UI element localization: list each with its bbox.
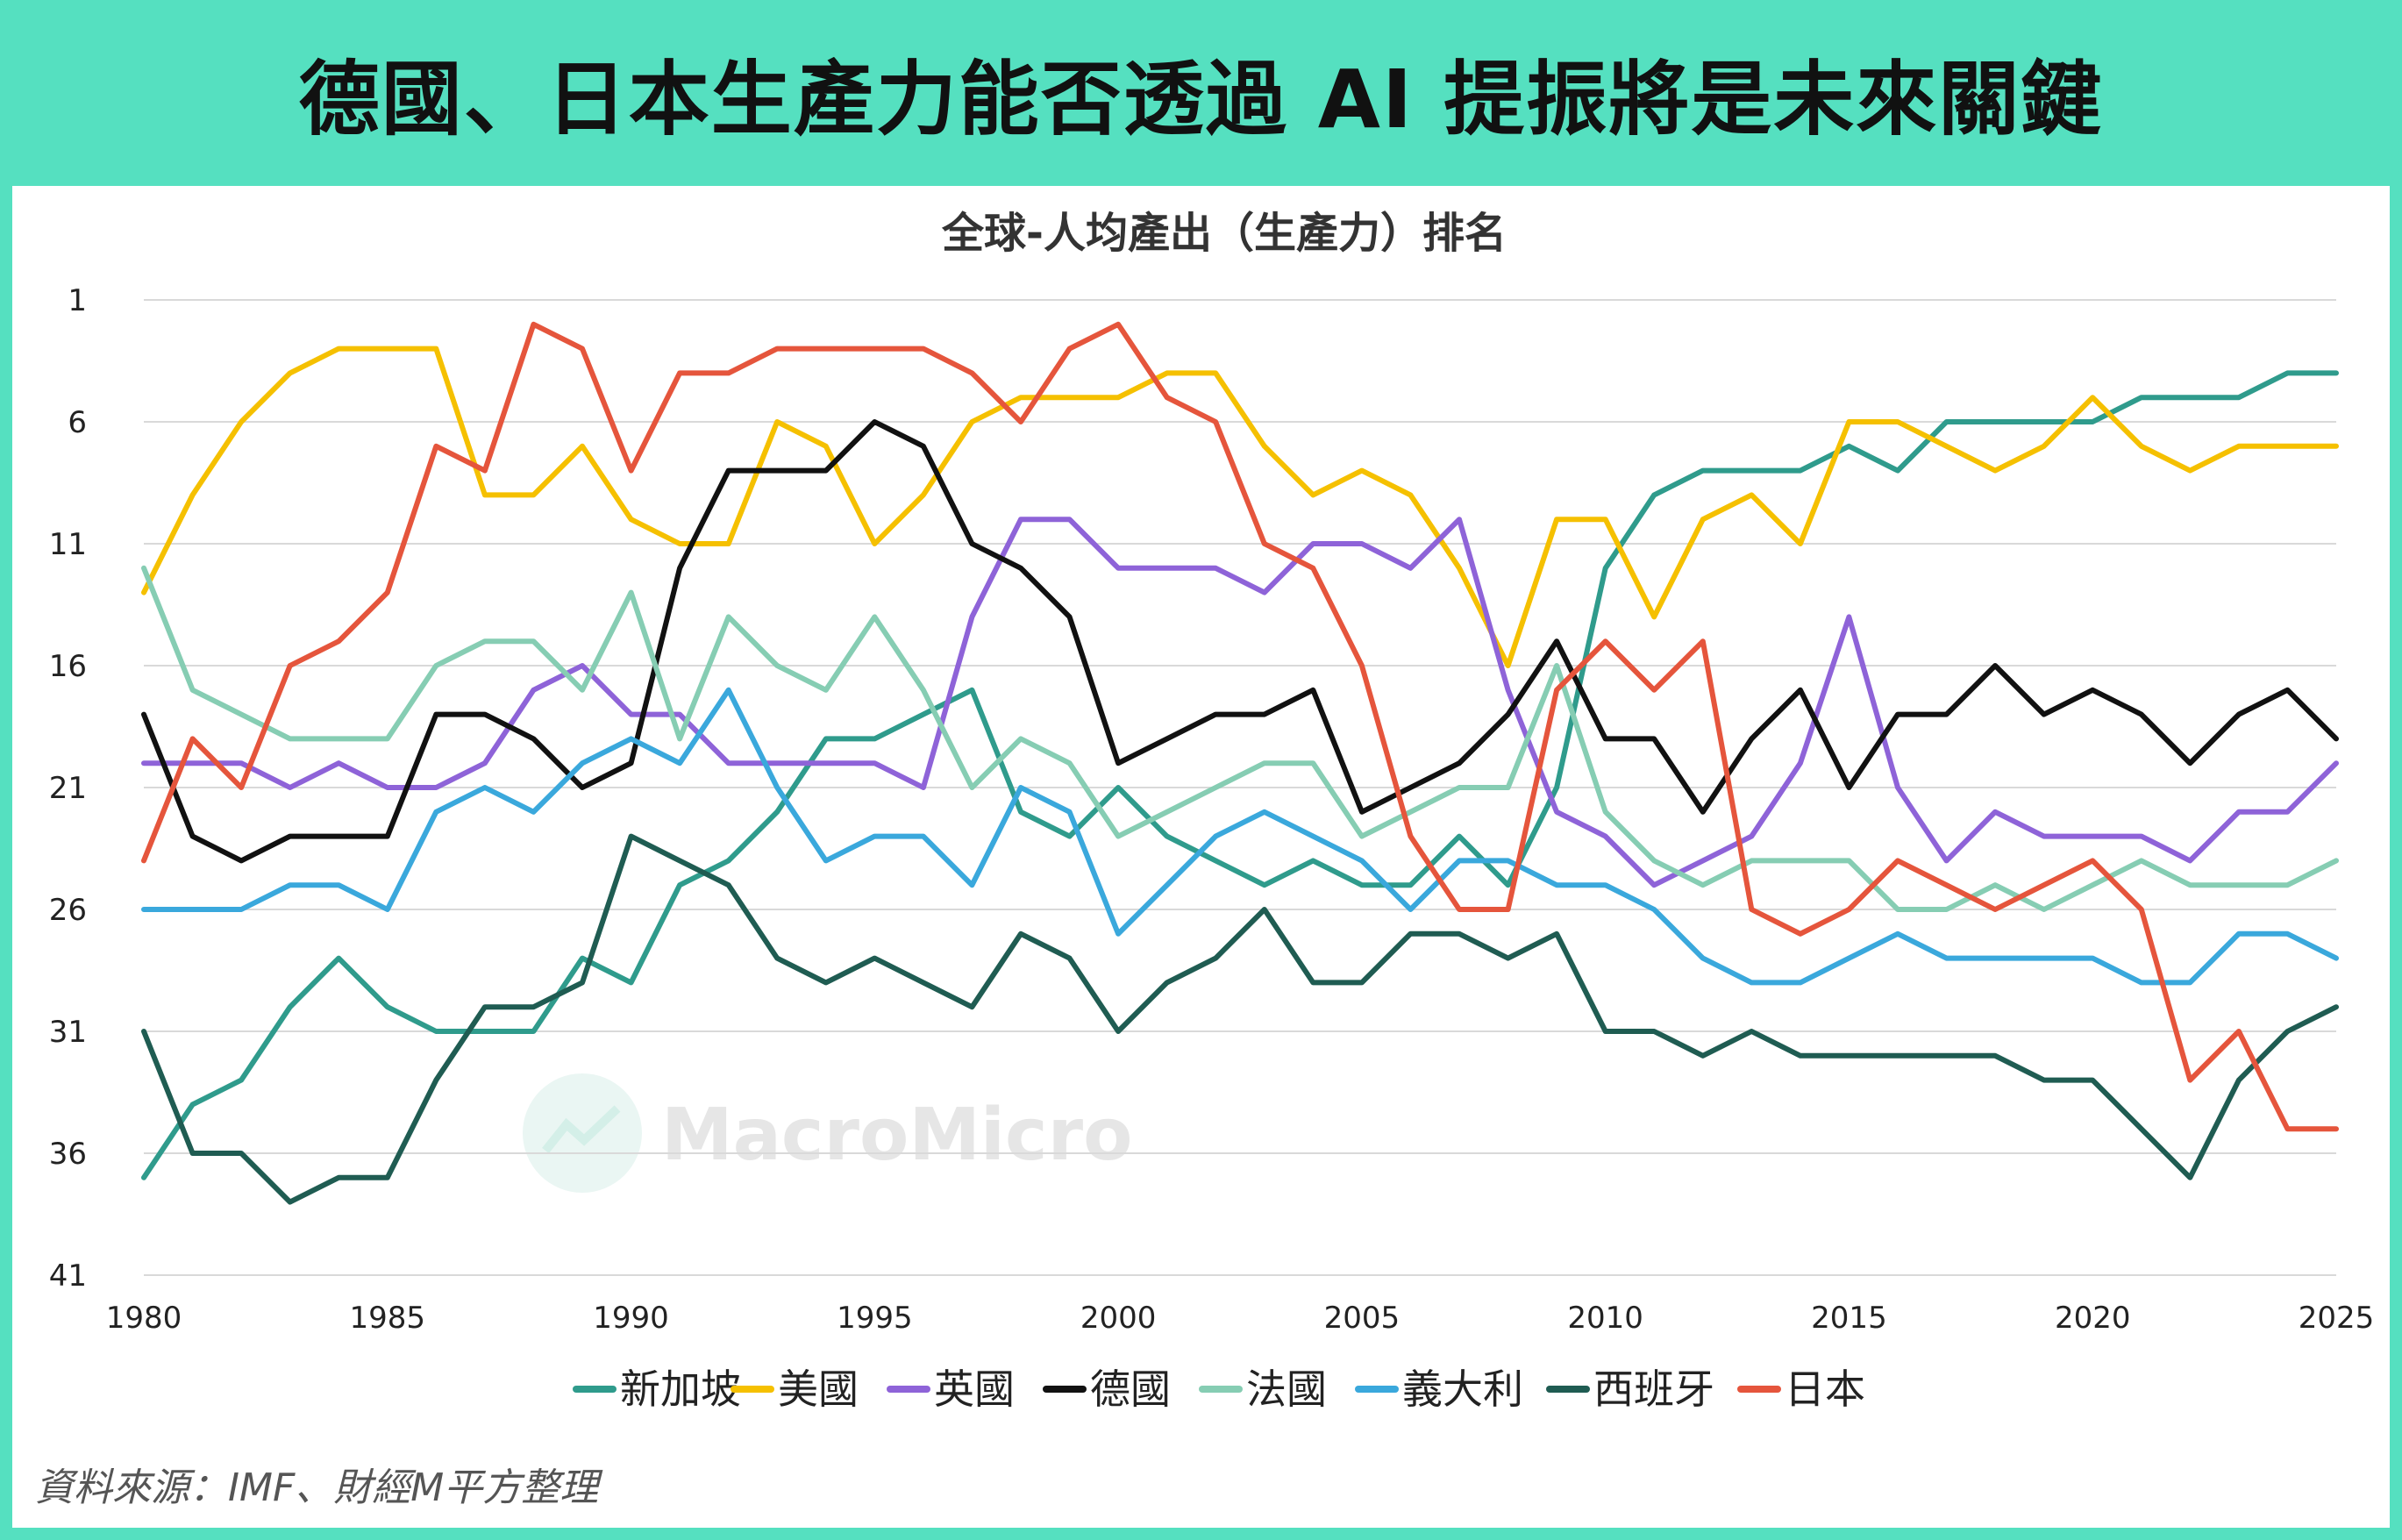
x-axis: 1980 1985 1990 1995 2000 2005 2010 2015 2020 2025 [106, 1301, 2375, 1336]
legend-item: 英國 [887, 1365, 1015, 1413]
series-lines [141, 321, 2339, 1205]
legend-label: 德國 [1090, 1365, 1171, 1413]
legend-item: 新加坡 [573, 1365, 741, 1413]
legend-label: 新加坡 [620, 1365, 741, 1413]
y-tick-label: 31 [49, 1015, 87, 1050]
legend-item: 法國 [1199, 1365, 1327, 1413]
x-tick-label: 1980 [106, 1301, 182, 1336]
legend-label: 西班牙 [1593, 1365, 1714, 1413]
series-line [141, 833, 2339, 1205]
x-tick-label: 2000 [1080, 1301, 1157, 1336]
series-line [141, 346, 2339, 668]
legend-label: 義大利 [1402, 1365, 1523, 1413]
series-line [141, 419, 2339, 864]
watermark-text: MacroMicro [661, 1094, 1132, 1177]
legend-label: 英國 [934, 1365, 1015, 1413]
legend-item: 義大利 [1355, 1365, 1523, 1413]
legend-item: 日本 [1737, 1365, 1865, 1413]
x-tick-label: 2015 [1811, 1301, 1887, 1336]
title-banner: 德國、日本生產力能否透過 AI 提振將是未來關鍵 [0, 0, 2402, 184]
x-tick-label: 2025 [2299, 1301, 2375, 1336]
legend: 新加坡 美國 英國 德國 法國 義大利 西班牙 日本 [573, 1365, 1865, 1413]
x-tick-label: 1995 [837, 1301, 913, 1336]
series-line [141, 517, 2339, 888]
x-tick-label: 2005 [1324, 1301, 1401, 1336]
x-tick-label: 2020 [2055, 1301, 2131, 1336]
series-line [141, 321, 2339, 1132]
legend-label: 美國 [778, 1365, 859, 1413]
page-title: 德國、日本生產力能否透過 AI 提振將是未來關鍵 [298, 52, 2104, 146]
y-tick-label: 16 [49, 649, 87, 684]
x-tick-label: 2010 [1567, 1301, 1643, 1336]
series-line [141, 370, 2339, 1180]
y-tick-label: 6 [68, 405, 87, 440]
watermark: MacroMicro [523, 1073, 1132, 1193]
y-tick-label: 11 [49, 527, 87, 562]
chart-panel: MacroMicro 全球-人均產出（生產力）排名 1 6 11 16 21 26 31 36… [12, 186, 2390, 1528]
chart-title: 全球-人均產出（生產力）排名 [941, 209, 1507, 258]
line-chart: MacroMicro 全球-人均產出（生產力）排名 16111621263136… [49, 209, 2375, 1413]
x-tick-label: 1990 [593, 1301, 669, 1336]
y-tick-label: 36 [49, 1137, 87, 1172]
legend-label: 日本 [1785, 1365, 1865, 1413]
y-tick-label: 41 [49, 1258, 87, 1294]
legend-item: 德國 [1043, 1365, 1171, 1413]
series-line [141, 687, 2339, 986]
watermark-chart-icon [542, 1105, 621, 1154]
legend-label: 法國 [1246, 1365, 1327, 1413]
y-tick-label: 1 [68, 283, 87, 318]
gridlines [144, 299, 2336, 1276]
legend-item: 西班牙 [1546, 1365, 1714, 1413]
legend-item: 美國 [731, 1365, 859, 1413]
x-tick-label: 1985 [350, 1301, 426, 1336]
series-line [141, 565, 2339, 912]
y-tick-label: 21 [49, 771, 87, 806]
y-tick-label: 26 [49, 893, 87, 928]
source-note: 資料來源：IMF、財經M平方整理 [35, 1465, 599, 1510]
